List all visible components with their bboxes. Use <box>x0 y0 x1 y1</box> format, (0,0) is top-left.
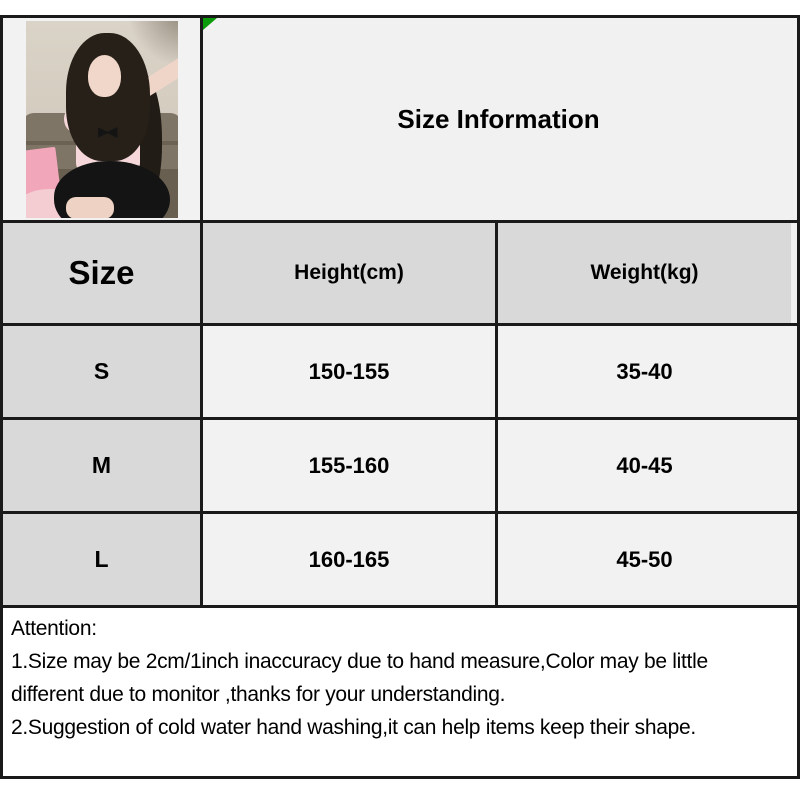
attention-heading: Attention: <box>11 617 97 640</box>
table-header-row: Size Height(cm) Weight(kg) <box>3 223 797 326</box>
column-header-height: Height(cm) <box>203 223 498 323</box>
weight-value: 45-50 <box>498 514 791 605</box>
photo-model-face <box>87 55 121 97</box>
size-label: S <box>3 326 203 417</box>
info-row: Size Information <box>3 18 797 223</box>
table-row-l: L 160-165 45-50 <box>3 514 797 608</box>
product-photo <box>25 21 178 218</box>
height-value: 160-165 <box>203 514 498 605</box>
size-chart-sheet: Size Information Size Height(cm) Weight(… <box>0 15 800 779</box>
photo-cell <box>3 18 203 220</box>
column-header-size: Size <box>3 223 203 323</box>
height-value: 150-155 <box>203 326 498 417</box>
title-cell: Size Information <box>203 18 794 220</box>
photo-model-hair <box>65 33 150 161</box>
table-row-m: M 155-160 40-45 <box>3 420 797 514</box>
table-row-s: S 150-155 35-40 <box>3 326 797 420</box>
weight-value: 40-45 <box>498 420 791 511</box>
size-label: L <box>3 514 203 605</box>
column-header-weight: Weight(kg) <box>498 223 791 323</box>
size-label: M <box>3 420 203 511</box>
page-title: Size Information <box>397 103 600 134</box>
attention-line: different due to monitor ,thanks for you… <box>11 683 506 706</box>
weight-value: 35-40 <box>498 326 791 417</box>
photo-bow-detail <box>97 127 118 138</box>
photo-model-leg <box>65 197 114 218</box>
attention-note: Attention: 1.Size may be 2cm/1inch inacc… <box>3 608 797 776</box>
height-value: 155-160 <box>203 420 498 511</box>
green-corner-marker-icon <box>203 18 217 30</box>
attention-line: 1.Size may be 2cm/1inch inaccuracy due t… <box>11 650 708 673</box>
attention-line: 2.Suggestion of cold water hand washing,… <box>11 716 696 739</box>
